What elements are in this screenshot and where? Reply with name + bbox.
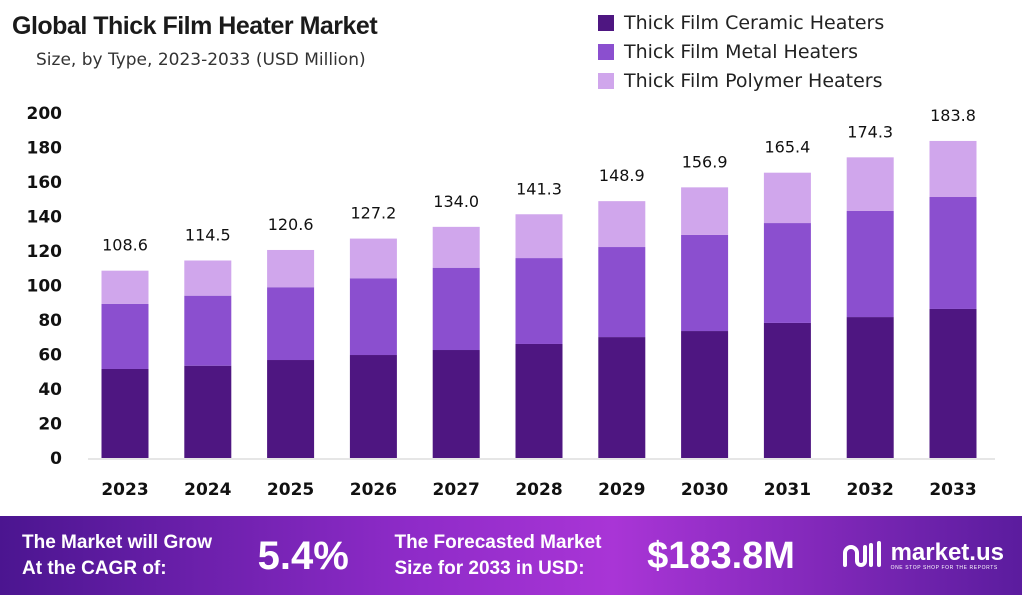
bar-segment (515, 258, 563, 344)
y-tick-label: 100 (27, 277, 63, 297)
x-tick-label: 2023 (101, 480, 148, 500)
summary-banner: The Market will Grow At the CAGR of: 5.4%… (0, 516, 1022, 595)
bar-segment (432, 350, 480, 458)
forecast-label-line: Size for 2033 in USD: (394, 557, 585, 579)
bar-total-label: 183.8 (930, 106, 976, 125)
bar-total-label: 114.5 (185, 225, 231, 244)
bar-segment (763, 223, 811, 323)
legend-item-polymer: Thick Film Polymer Heaters (598, 66, 884, 95)
y-tick-label: 120 (27, 242, 63, 262)
legend-swatch (598, 43, 614, 60)
bar-total-label: 148.9 (599, 166, 645, 185)
forecast-label: The Forecasted Market Size for 2033 in US… (394, 530, 601, 582)
forecast-label-line: The Forecasted Market (394, 531, 602, 553)
legend-label: Thick Film Ceramic Heaters (624, 11, 885, 34)
x-tick-label: 2033 (929, 480, 976, 500)
bar-segment (267, 249, 315, 288)
bar-segment (515, 214, 563, 259)
bar-segment (598, 247, 646, 338)
bar-segment (184, 295, 232, 366)
legend-label: Thick Film Metal Heaters (624, 40, 859, 63)
x-tick-label: 2030 (681, 480, 728, 500)
logo-icon (842, 540, 881, 567)
x-tick-label: 2032 (847, 480, 894, 500)
bar-total-label: 165.4 (764, 138, 810, 157)
y-tick-label: 160 (27, 173, 63, 193)
bar-segment (929, 197, 977, 309)
bar-total-label: 134.0 (433, 192, 479, 211)
bar-segment (432, 226, 480, 268)
bar-segment (349, 278, 397, 356)
cagr-value: 5.4% (257, 533, 349, 578)
bar-segment (681, 187, 729, 235)
x-tick-label: 2025 (267, 480, 314, 500)
bar-total-label: 120.6 (268, 215, 314, 234)
bar-segment (929, 308, 977, 458)
bar-segment (681, 234, 729, 332)
bar-segment (846, 210, 894, 318)
cagr-label-line: At the CAGR of: (22, 557, 167, 579)
y-tick-label: 140 (27, 208, 63, 228)
bar-segment (846, 317, 894, 458)
bar-segment (763, 322, 811, 458)
y-tick-label: 40 (38, 380, 62, 400)
bar-total-label: 108.6 (102, 236, 148, 255)
legend-item-ceramic: Thick Film Ceramic Heaters (598, 8, 884, 37)
bar-segment (598, 337, 646, 458)
y-tick-label: 80 (38, 311, 62, 331)
bar-segment (929, 140, 977, 198)
bar-segment (267, 287, 315, 361)
bar-segment (184, 365, 232, 458)
y-tick-label: 0 (50, 449, 62, 469)
x-tick-label: 2029 (598, 480, 645, 500)
legend: Thick Film Ceramic Heaters Thick Film Me… (598, 8, 884, 95)
bar-segment (349, 238, 397, 279)
logo-tagline: ONE STOP SHOP FOR THE REPORTS (890, 564, 998, 571)
bar-segment (763, 172, 811, 224)
cagr-label-line: The Market will Grow (22, 531, 213, 553)
bar-segment (349, 355, 397, 458)
bar-segment (267, 360, 315, 458)
bar-segment (432, 267, 480, 351)
bar-segment (184, 260, 232, 296)
bar-segment (846, 157, 894, 211)
legend-swatch (598, 72, 614, 89)
market-us-logo: market.us ONE STOP SHOP FOR THE REPORTS (841, 539, 1004, 573)
bar-total-label: 127.2 (350, 204, 396, 223)
bar-segment (681, 331, 729, 458)
x-tick-label: 2027 (433, 480, 480, 500)
bar-chart: 0 20 40 60 80 100 120 140 160 180 200 108.6 2023 114.… (27, 104, 995, 500)
legend-swatch (598, 14, 614, 31)
x-tick-label: 2028 (515, 480, 562, 500)
y-tick-label: 60 (38, 346, 62, 366)
bar-total-label: 141.3 (516, 179, 562, 198)
y-tick-label: 180 (27, 139, 63, 159)
bar-segment (515, 343, 563, 458)
x-tick-label: 2026 (350, 480, 397, 500)
logo-name: market.us (890, 538, 1004, 566)
chart-subtitle: Size, by Type, 2023-2033 (USD Million) (36, 50, 366, 70)
legend-item-metal: Thick Film Metal Heaters (598, 37, 884, 66)
y-tick-label: 200 (27, 104, 63, 124)
forecast-value: $183.8M (647, 534, 795, 577)
legend-label: Thick Film Polymer Heaters (624, 69, 883, 92)
bar-total-label: 174.3 (847, 122, 893, 141)
bar-segment (101, 270, 149, 304)
chart-title: Global Thick Film Heater Market (12, 12, 378, 40)
bar-segment (598, 201, 646, 248)
bar-segment (101, 368, 149, 458)
y-tick-label: 20 (38, 415, 62, 435)
x-tick-label: 2031 (764, 480, 811, 500)
x-tick-label: 2024 (184, 480, 231, 500)
bar-total-label: 156.9 (682, 152, 728, 171)
cagr-label: The Market will Grow At the CAGR of: (22, 530, 212, 582)
bar-segment (101, 303, 149, 369)
